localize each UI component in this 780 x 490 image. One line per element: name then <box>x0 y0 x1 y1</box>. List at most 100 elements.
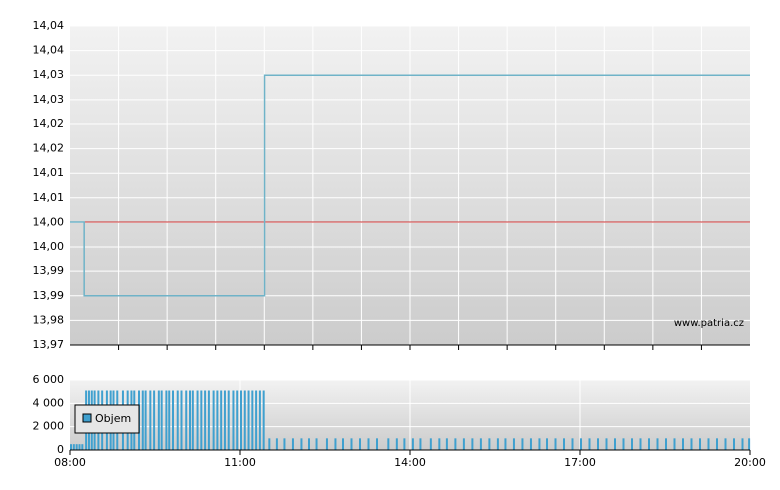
volume-bar <box>144 390 147 450</box>
volume-bar <box>153 390 156 450</box>
x-tick-label: 08:00 <box>54 456 86 469</box>
volume-bar <box>185 390 188 450</box>
volume-bar <box>262 390 265 450</box>
volume-bar <box>741 438 744 450</box>
volume-bar <box>682 438 684 450</box>
volume-bar <box>350 438 353 450</box>
volume-bar <box>227 390 230 450</box>
y-tick-label: 14,04 <box>33 44 65 57</box>
volume-bar <box>395 438 398 450</box>
price-line <box>70 74 750 297</box>
volume-bar <box>172 390 174 450</box>
volume-bar <box>597 438 599 450</box>
volume-bar <box>673 438 676 450</box>
volume-bar <box>191 390 194 450</box>
volume-bar <box>216 390 219 450</box>
volume-bar <box>275 438 278 450</box>
y-tick-label: 14,04 <box>33 19 65 32</box>
watermark: www.patria.cz <box>674 318 744 329</box>
volume-bar <box>258 390 261 450</box>
volume-bar <box>580 438 582 450</box>
volume-bar <box>236 390 239 450</box>
volume-bar <box>690 438 693 450</box>
volume-bar <box>189 390 191 450</box>
y-tick-label: 2 000 <box>33 420 65 433</box>
volume-bar <box>291 438 294 450</box>
volume-bar <box>240 390 242 450</box>
volume-bar <box>70 444 72 450</box>
x-tick-label: 14:00 <box>394 456 426 469</box>
y-tick-label: 13,98 <box>33 313 65 326</box>
volume-bar <box>268 438 271 450</box>
y-tick-label: 13,99 <box>33 289 65 302</box>
volume-bar <box>251 390 254 450</box>
volume-bar <box>488 438 491 450</box>
volume-bar <box>429 438 432 450</box>
volume-bar <box>81 444 84 450</box>
volume-bar <box>665 438 667 450</box>
volume-bar <box>496 438 499 450</box>
y-tick-label: 14,01 <box>33 166 65 179</box>
volume-bar <box>479 438 482 450</box>
y-tick-label: 0 <box>57 443 64 456</box>
y-tick-label: 13,99 <box>33 264 65 277</box>
volume-bar <box>367 438 370 450</box>
volume-bar <box>748 438 751 450</box>
volume-bar <box>588 438 591 450</box>
volume-bar <box>243 390 246 450</box>
volume-bar <box>283 438 286 450</box>
volume-bar <box>538 438 541 450</box>
volume-bar <box>571 438 574 450</box>
legend-label: Objem <box>95 412 131 425</box>
volume-bar <box>724 438 727 450</box>
volume-bar <box>563 438 565 450</box>
volume-bar <box>707 438 710 450</box>
volume-bar <box>157 390 160 450</box>
volume-bar <box>200 390 203 450</box>
volume-bar <box>204 390 207 450</box>
volume-bar <box>168 390 171 450</box>
volume-bar <box>699 438 701 450</box>
legend-swatch <box>82 413 92 423</box>
volume-bar <box>403 438 406 450</box>
x-tick-label: 17:00 <box>564 456 596 469</box>
y-tick-label: 14,03 <box>33 93 65 106</box>
volume-bar <box>220 390 223 450</box>
volume-bar <box>300 438 303 450</box>
volume-bar <box>716 438 718 450</box>
volume-bar <box>72 444 75 450</box>
y-tick-label: 14,00 <box>33 240 65 253</box>
volume-bar <box>207 390 210 450</box>
y-tick-label: 6 000 <box>33 373 65 386</box>
volume-bar <box>223 390 226 450</box>
volume-bar <box>733 438 735 450</box>
volume-bar <box>78 444 81 450</box>
y-tick-label: 14,02 <box>33 117 65 130</box>
volume-bar <box>387 438 390 450</box>
volume-bar <box>546 438 548 450</box>
volume-bar <box>165 390 168 450</box>
volume-bar <box>308 438 310 450</box>
volume-bar <box>419 438 422 450</box>
volume-bar <box>445 438 448 450</box>
volume-bar <box>471 438 474 450</box>
x-tick-label: 11:00 <box>224 456 256 469</box>
volume-bar <box>334 438 337 450</box>
volume-bar <box>376 438 378 450</box>
volume-bar <box>180 390 183 450</box>
volume-bar <box>554 438 557 450</box>
volume-bar <box>411 438 414 450</box>
volume-bar <box>325 438 328 450</box>
volume-bar <box>160 390 163 450</box>
volume-bar <box>75 444 78 450</box>
y-tick-label: 13,97 <box>33 338 65 351</box>
volume-bar <box>141 390 144 450</box>
volume-bar <box>342 438 344 450</box>
volume-bar <box>232 390 235 450</box>
volume-bar <box>521 438 524 450</box>
volume-bar <box>504 438 507 450</box>
volume-bar <box>359 438 361 450</box>
volume-bar <box>605 438 608 450</box>
